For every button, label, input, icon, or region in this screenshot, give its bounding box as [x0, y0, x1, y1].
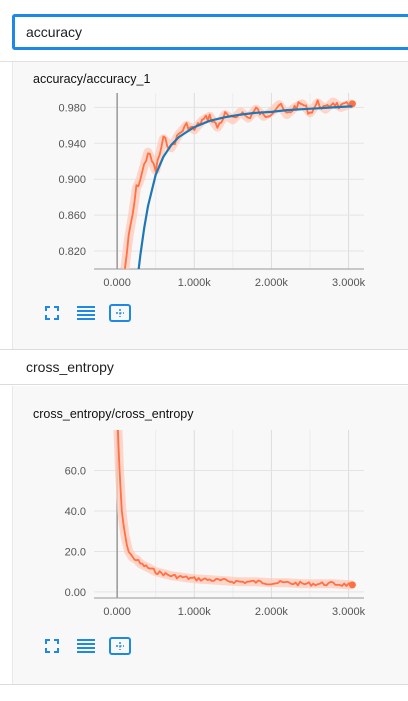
series-raw-line — [117, 430, 354, 587]
series-smoothed-line — [137, 105, 353, 269]
x-tick-label: 2.000k — [255, 606, 289, 618]
chart-title-cross-entropy: cross_entropy/cross_entropy — [33, 407, 194, 421]
list-icon[interactable] — [75, 637, 97, 655]
series-endpoint — [348, 581, 356, 589]
plot-background — [94, 430, 364, 598]
plot-area: 0.000 1.000k 2.000k 3.000k 0.00 20.0 40.0 60.0 — [65, 430, 366, 618]
expand-icon[interactable] — [41, 304, 63, 322]
chart-card-accuracy: accuracy/accuracy_1 0.000 1.000k 2.000k 3.0… — [12, 62, 408, 350]
list-icon[interactable] — [75, 304, 97, 322]
y-tick-label: 0.900 — [58, 174, 86, 186]
chart-card-cross-entropy: cross_entropy/cross_entropy 0.000 1.000k 2… — [12, 386, 408, 684]
x-tick-label: 1.000k — [178, 606, 212, 618]
accuracy-section-header[interactable]: accuracy — [0, 0, 408, 62]
y-tick-label: 0.940 — [58, 138, 86, 150]
fit-domain-icon[interactable] — [109, 304, 131, 322]
y-tick-label: 0.00 — [65, 587, 86, 599]
chart-toolbar-accuracy — [41, 304, 131, 322]
section-title-cross-entropy: cross_entropy — [26, 359, 114, 375]
series-group — [120, 97, 356, 269]
x-tick-label: 2.000k — [255, 277, 289, 289]
series-group — [113, 430, 356, 590]
fit-domain-icon[interactable] — [109, 637, 131, 655]
next-section-edge — [0, 684, 408, 701]
y-tick-label: 40.0 — [65, 506, 86, 518]
y-tick-label: 0.860 — [58, 210, 86, 222]
x-tick-label: 1.000k — [178, 277, 212, 289]
chart-title-accuracy: accuracy/accuracy_1 — [33, 72, 151, 86]
section-title-accuracy: accuracy — [26, 24, 83, 40]
x-tick-label: 0.000 — [103, 277, 131, 289]
y-tick-label: 0.820 — [58, 246, 86, 258]
cross-entropy-chart[interactable]: 0.000 1.000k 2.000k 3.000k 0.00 20.0 40.0 60.0 — [13, 386, 408, 636]
expand-icon[interactable] — [41, 637, 63, 655]
y-tick-label: 20.0 — [65, 546, 86, 558]
y-tick-label: 0.980 — [58, 102, 86, 114]
x-tick-label: 3.000k — [332, 606, 366, 618]
cross-entropy-section-header[interactable]: cross_entropy — [0, 349, 408, 385]
accuracy-chart[interactable]: 0.000 1.000k 2.000k 3.000k 0.820 0.860 0.900 0.… — [13, 62, 408, 302]
x-tick-label: 3.000k — [332, 277, 366, 289]
section-header-box[interactable] — [12, 14, 408, 50]
chart-toolbar-cross-entropy — [41, 637, 131, 655]
y-tick-label: 60.0 — [65, 465, 86, 477]
x-tick-label: 0.000 — [103, 606, 131, 618]
